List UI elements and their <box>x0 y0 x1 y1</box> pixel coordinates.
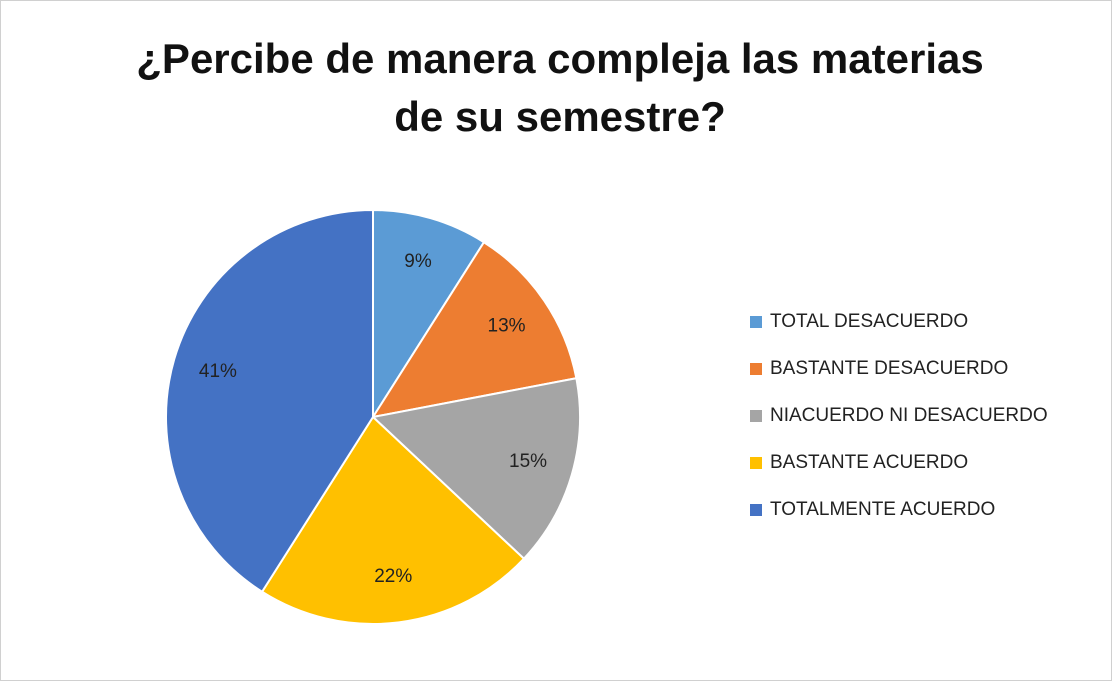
pie-slice <box>372 208 486 421</box>
chart-title: ¿Percibe de manera compleja las materias… <box>136 35 984 140</box>
legend-label: TOTALMENTE ACUERDO <box>770 499 995 520</box>
data-label: 15% <box>509 451 547 472</box>
pie-slice <box>370 240 578 419</box>
legend-swatch <box>750 410 762 422</box>
pie-slice <box>370 377 581 561</box>
legend-label: BASTANTE ACUERDO <box>770 452 968 473</box>
legend-swatch <box>750 457 762 469</box>
legend-swatch <box>750 504 762 516</box>
legend-label: NIACUERDO NI DESACUERDO <box>770 405 1048 426</box>
legend-swatch <box>750 363 762 375</box>
pie-slice <box>165 208 374 594</box>
data-label: 41% <box>199 361 237 382</box>
data-label: 9% <box>404 251 432 272</box>
pie-slice <box>260 415 526 625</box>
data-label: 13% <box>488 315 526 336</box>
data-label: 22% <box>374 566 412 587</box>
legend-label: TOTAL DESACUERDO <box>770 311 968 332</box>
legend-swatch <box>750 316 762 328</box>
legend-label: BASTANTE DESACUERDO <box>770 358 1008 379</box>
